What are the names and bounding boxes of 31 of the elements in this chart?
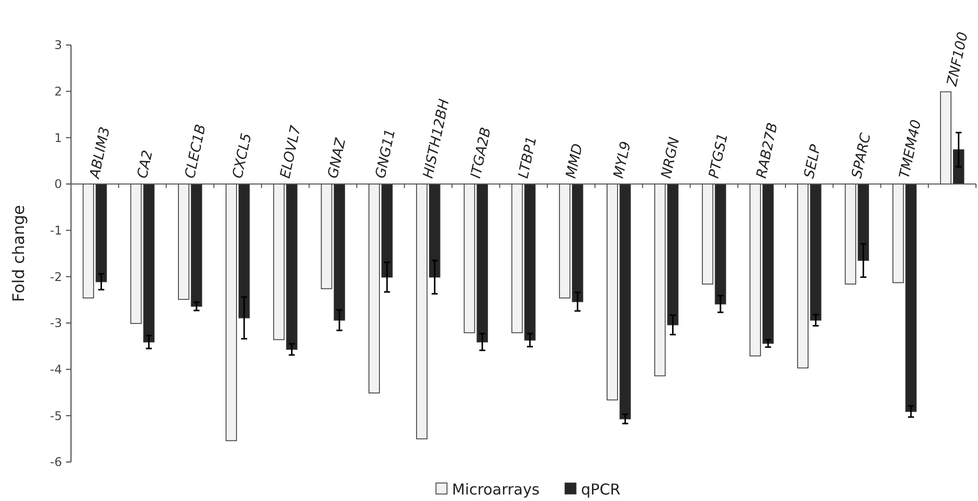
x-tick-label: CA2 [134,148,156,180]
x-tick-label: LTBP1 [516,135,540,180]
legend-label: Microarrays [452,480,540,498]
y-axis-title: Fold change [9,205,28,302]
x-tick-label: SELP [802,142,824,180]
y-tick-label: -3 [50,316,62,330]
x-tick-label: ITGA2B [468,126,495,180]
x-tick-label: MYL9 [611,140,634,180]
legend-label: qPCR [581,480,620,498]
y-tick-label: -4 [50,362,62,377]
x-tick-label: NRGN [658,135,684,180]
x-tick-label: MMD [563,142,586,180]
x-tick-label: GNAZ [325,136,350,180]
x-tick-label: CLEC1B [182,122,210,180]
x-tick-label: ELOVL7 [278,124,304,180]
x-tick-label: TMEM40 [896,118,925,180]
y-tick-label: 0 [54,177,62,192]
y-tick-label: -6 [50,455,62,470]
x-tick-label: SPARC [849,132,874,180]
y-tick-label: -5 [50,408,62,423]
y-tick-label: 1 [54,130,62,145]
x-tick-label: ZNF100 [944,30,972,89]
y-tick-label: 2 [54,84,62,99]
y-tick-label: 3 [54,38,62,52]
y-tick-label: -2 [50,270,62,284]
x-tick-label: ABLIM3 [86,126,114,181]
x-tick-label: PTGS1 [706,132,732,180]
y-tick-label: -1 [50,224,62,238]
x-tick-label: RAB27B [754,121,782,180]
x-tick-label: CXCL5 [230,132,256,180]
x-tick-label: GNG11 [372,128,399,180]
